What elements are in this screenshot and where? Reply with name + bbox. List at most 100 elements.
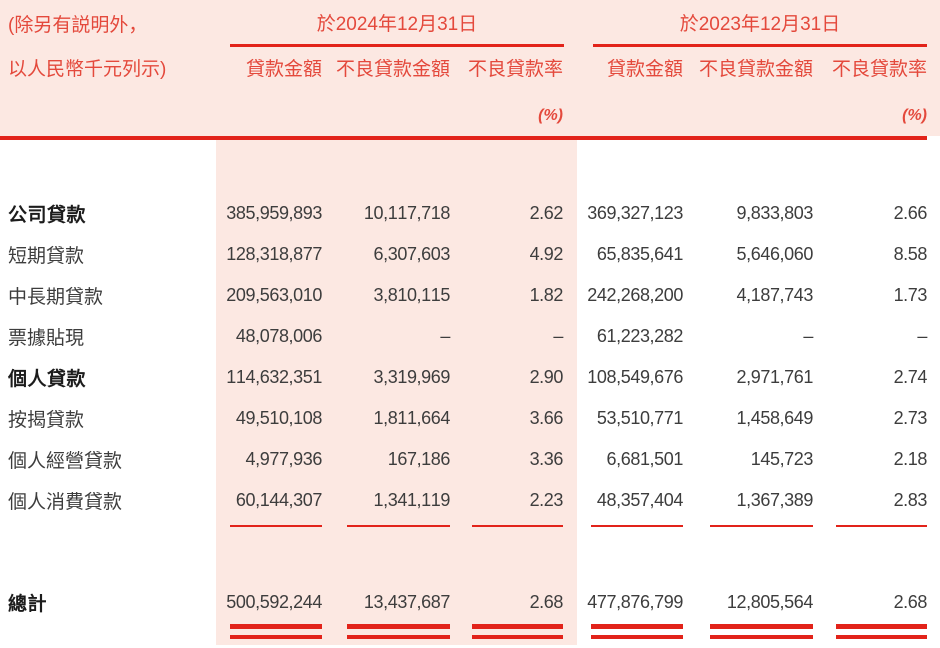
cell-npl-ratio-2023: 2.74 — [893, 367, 928, 387]
cell-npl-amount-2023: – — [803, 326, 813, 346]
row-label: 中長期貸款 — [8, 287, 104, 308]
cell-npl-ratio-2023: 2.66 — [893, 203, 928, 223]
cell-npl-ratio-2024: 3.66 — [529, 408, 564, 428]
double-underline — [710, 624, 813, 639]
row-label: 短期貸款 — [8, 246, 85, 267]
underline-bar — [591, 525, 683, 527]
cell-loan-amount-2023: 477,876,799 — [587, 592, 683, 612]
underline-bar — [347, 525, 450, 527]
table-row: 總計 500,592,244 13,437,687 2.68 477,876,7… — [0, 582, 940, 623]
underline-bar — [710, 525, 813, 527]
cell-loan-amount-2023: 108,549,676 — [587, 367, 683, 387]
cell-loan-amount-2023: 53,510,771 — [596, 408, 683, 428]
group-underline-2023 — [593, 44, 927, 47]
double-underline — [230, 624, 322, 639]
cell-npl-amount-2023: 9,833,803 — [736, 203, 814, 223]
cell-loan-amount-2024: 385,959,893 — [226, 203, 322, 223]
period-header-2023: 於2023年12月31日 — [679, 14, 841, 35]
cell-npl-amount-2024: 1,811,664 — [373, 408, 451, 428]
column-header-loan-amount-2023: 貸款金額 — [606, 59, 683, 80]
cell-loan-amount-2023: 242,268,200 — [587, 285, 683, 305]
cell-loan-amount-2024: 60,144,307 — [235, 490, 322, 510]
cell-npl-amount-2024: 167,186 — [387, 449, 451, 469]
column-header-npl-ratio-2024: 不良貸款率 — [467, 59, 563, 80]
percent-unit-2023: (%) — [902, 107, 927, 124]
cell-npl-amount-2023: 12,805,564 — [726, 592, 813, 612]
cell-npl-ratio-2023: 2.18 — [893, 449, 928, 469]
column-header-npl-ratio-2023: 不良貸款率 — [831, 59, 927, 80]
cell-loan-amount-2023: 61,223,282 — [596, 326, 683, 346]
cell-npl-amount-2024: 6,307,603 — [373, 244, 451, 264]
percent-unit-2024: (%) — [538, 107, 563, 124]
cell-loan-amount-2023: 6,681,501 — [606, 449, 684, 469]
table-row: 個人貸款 114,632,351 3,319,969 2.90 108,549,… — [0, 357, 940, 398]
cell-npl-ratio-2024: 1.82 — [529, 285, 564, 305]
cell-loan-amount-2023: 65,835,641 — [596, 244, 683, 264]
row-label: 個人貸款 — [8, 369, 87, 390]
row-label: 總計 — [8, 594, 48, 615]
total-row-host: 總計 500,592,244 13,437,687 2.68 477,876,7… — [0, 582, 940, 623]
row-label: 個人消費貸款 — [8, 492, 123, 513]
cell-npl-amount-2023: 1,367,389 — [736, 490, 814, 510]
subtotal-underline-row — [0, 525, 940, 529]
cell-npl-ratio-2023: 2.73 — [893, 408, 928, 428]
row-label: 按揭貸款 — [8, 410, 85, 431]
cell-npl-ratio-2024: – — [553, 326, 563, 346]
cell-npl-amount-2024: – — [440, 326, 450, 346]
cell-npl-ratio-2024: 2.23 — [529, 490, 564, 510]
cell-npl-ratio-2023: 8.58 — [893, 244, 928, 264]
table-row: 中長期貸款 209,563,010 3,810,115 1.82 242,268… — [0, 275, 940, 316]
cell-npl-amount-2024: 3,319,969 — [373, 367, 451, 387]
highlight-band-2024-columns — [216, 136, 577, 645]
column-header-npl-amount-2023: 不良貸款金額 — [698, 59, 813, 80]
table-row: 票據貼現 48,078,006 – – 61,223,282 – – — [0, 316, 940, 357]
table-body: 公司貸款 385,959,893 10,117,718 2.62 369,327… — [0, 136, 940, 639]
cell-loan-amount-2024: 500,592,244 — [226, 592, 322, 612]
cell-loan-amount-2024: 4,977,936 — [245, 449, 323, 469]
cell-npl-ratio-2024: 2.68 — [529, 592, 564, 612]
cell-loan-amount-2024: 49,510,108 — [235, 408, 322, 428]
table-row: 短期貸款 128,318,877 6,307,603 4.92 65,835,6… — [0, 234, 940, 275]
cell-npl-ratio-2024: 3.36 — [529, 449, 564, 469]
table-row: 按揭貸款 49,510,108 1,811,664 3.66 53,510,77… — [0, 398, 940, 439]
cell-npl-ratio-2023: – — [917, 326, 927, 346]
cell-loan-amount-2024: 209,563,010 — [226, 285, 322, 305]
cell-npl-amount-2023: 2,971,761 — [736, 367, 814, 387]
units-note-line2: 以人民幣千元列示) — [8, 59, 167, 80]
cell-npl-amount-2024: 3,810,115 — [373, 285, 451, 305]
underline-bar — [230, 525, 322, 527]
table-row: 個人消費貸款 60,144,307 1,341,119 2.23 48,357,… — [0, 480, 940, 521]
double-underline — [591, 624, 683, 639]
cell-npl-amount-2023: 5,646,060 — [736, 244, 814, 264]
cell-npl-ratio-2023: 2.68 — [893, 592, 928, 612]
total-double-rule-row — [0, 624, 940, 639]
cell-npl-amount-2023: 145,723 — [750, 449, 814, 469]
header-background-band — [0, 0, 940, 136]
column-header-loan-amount-2024: 貸款金額 — [245, 59, 322, 80]
underline-bar — [472, 525, 563, 527]
cell-npl-ratio-2023: 2.83 — [893, 490, 928, 510]
cell-loan-amount-2023: 48,357,404 — [596, 490, 683, 510]
cell-npl-amount-2023: 1,458,649 — [736, 408, 814, 428]
header-bottom-rule — [0, 136, 927, 140]
double-underline — [836, 624, 927, 639]
cell-npl-amount-2023: 4,187,743 — [736, 285, 814, 305]
row-label: 公司貸款 — [8, 205, 87, 226]
period-header-2024: 於2024年12月31日 — [316, 14, 478, 35]
cell-npl-amount-2024: 1,341,119 — [373, 490, 451, 510]
cell-npl-ratio-2024: 2.90 — [529, 367, 564, 387]
table-row: 個人經營貸款 4,977,936 167,186 3.36 6,681,501 … — [0, 439, 940, 480]
double-underline — [347, 624, 450, 639]
cell-npl-ratio-2023: 1.73 — [893, 285, 928, 305]
cell-npl-ratio-2024: 2.62 — [529, 203, 564, 223]
row-label: 票據貼現 — [8, 328, 85, 349]
units-note-line1: (除另有説明外， — [8, 15, 148, 36]
underline-bar — [836, 525, 927, 527]
cell-npl-ratio-2024: 4.92 — [529, 244, 564, 264]
cell-loan-amount-2024: 114,632,351 — [226, 367, 322, 387]
cell-loan-amount-2024: 48,078,006 — [235, 326, 322, 346]
column-header-npl-amount-2024: 不良貸款金額 — [335, 59, 450, 80]
table-row: 公司貸款 385,959,893 10,117,718 2.62 369,327… — [0, 193, 940, 234]
cell-loan-amount-2024: 128,318,877 — [226, 244, 322, 264]
